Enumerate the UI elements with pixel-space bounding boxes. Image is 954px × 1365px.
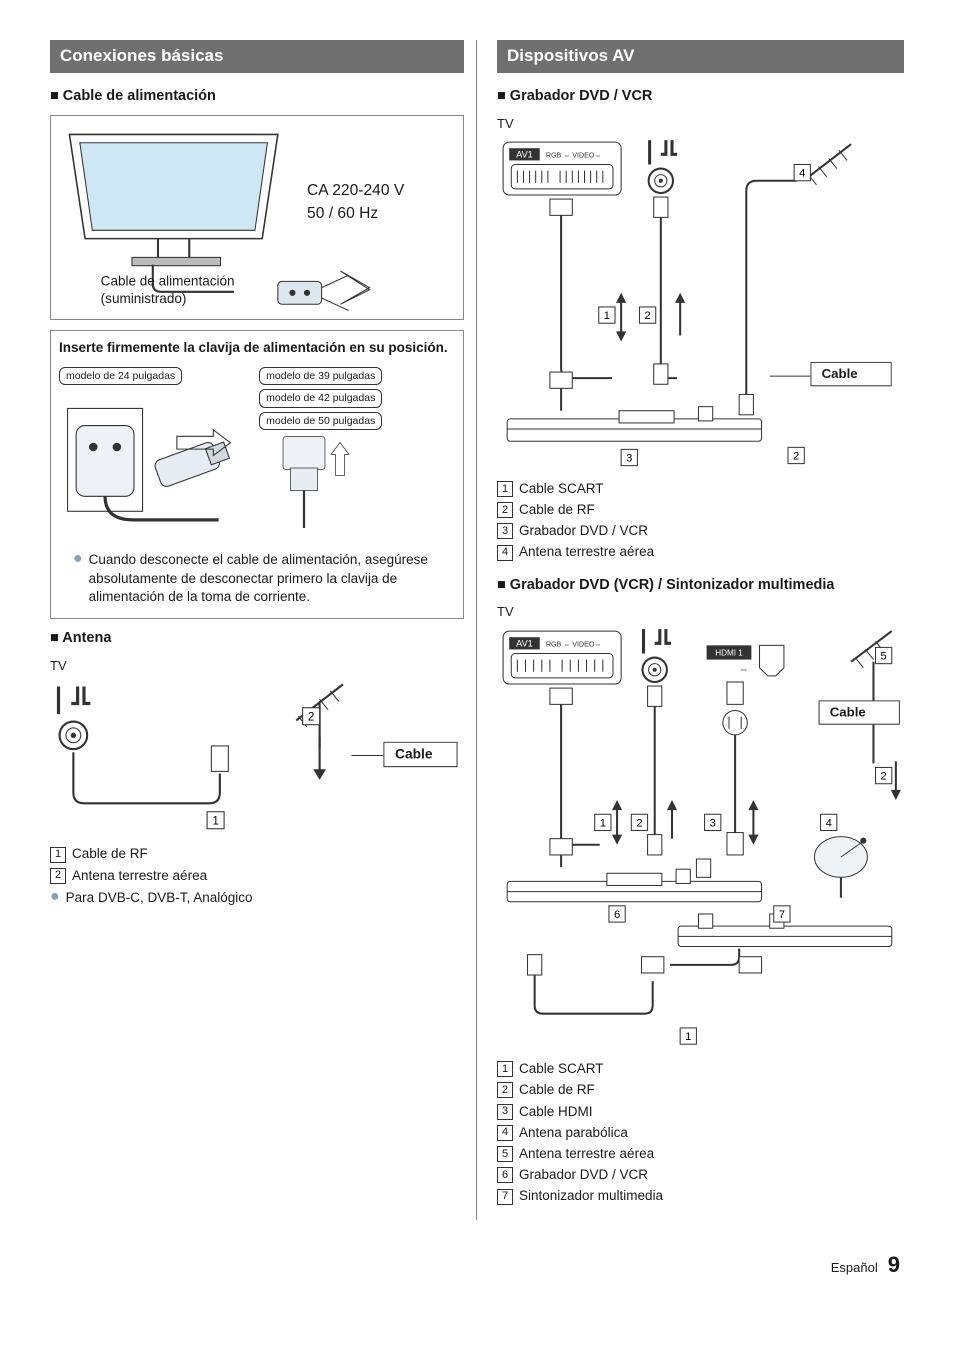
antena-tv-label: TV (50, 657, 464, 675)
dvd-vcr-diagram: AV1 RGB ⇔ VIDEO⇔ (497, 136, 904, 472)
svg-text:6: 6 (614, 909, 620, 921)
diagram-insert-plug: Inserte firmemente la clavija de aliment… (50, 330, 464, 619)
svg-text:2: 2 (881, 770, 887, 782)
insert-plug-title: Inserte firmemente la clavija de aliment… (59, 339, 455, 357)
legend-text: Grabador DVD / VCR (519, 522, 648, 540)
voltage-line1: CA 220-240 V (307, 181, 405, 198)
section-bar-conexiones: Conexiones básicas (50, 40, 464, 73)
svg-text:2: 2 (644, 310, 650, 322)
legend-text: Antena terrestre aérea (519, 543, 654, 561)
dvd-legend: 1 Cable SCART 2 Cable de RF 3 Grabador DVD … (497, 480, 904, 562)
bullet-icon: ● (50, 889, 60, 907)
legend-text: Cable SCART (519, 1060, 604, 1078)
svg-text:3: 3 (626, 453, 632, 465)
heading-dvd-vcr-stb: Grabador DVD (VCR) / Sintonizador multim… (497, 576, 904, 596)
legend-text: Sintonizador multimedia (519, 1187, 663, 1205)
cord-label-2: (suministrado) (101, 291, 187, 306)
num-box: 5 (497, 1146, 513, 1162)
svg-text:1: 1 (600, 817, 606, 829)
bullet-icon: ● (73, 551, 83, 606)
heading-dvd-vcr: Grabador DVD / VCR (497, 87, 904, 107)
svg-text:3: 3 (710, 817, 716, 829)
num-box: 2 (50, 868, 66, 884)
disconnect-note: ● Cuando desconecte el cable de alimenta… (73, 551, 455, 606)
num-box: 1 (50, 847, 66, 863)
num-box: 3 (497, 523, 513, 539)
antena-note: Para DVB-C, DVB-T, Analógico (66, 889, 253, 907)
page-footer: Español 9 (50, 1250, 904, 1280)
dvd-vcr-stb-diagram: AV1 RGB ⇔ VIDEO⇔ HDMI 1 ⇔ (497, 625, 904, 1052)
antena-legend: 1 Cable de RF 2 Antena terrestre aérea ● P… (50, 845, 464, 907)
plug-vertical-illustration (265, 432, 355, 537)
svg-text:1: 1 (604, 310, 610, 322)
model-tag-42: modelo de 42 pulgadas (259, 389, 382, 407)
heading-antena: Antena (50, 629, 464, 649)
svg-text:AV1: AV1 (516, 149, 533, 159)
svg-text:2: 2 (793, 451, 799, 463)
model-tag-24: modelo de 24 pulgadas (59, 367, 182, 385)
legend-text: Antena parabólica (519, 1124, 628, 1142)
num-box: 2 (497, 1082, 513, 1098)
model-tag-39: modelo de 39 pulgadas (259, 367, 382, 385)
legend-text: Cable HDMI (519, 1103, 593, 1121)
cord-label-1: Cable de alimentación (101, 273, 235, 288)
legend-text: Antena terrestre aérea (519, 1145, 654, 1163)
svg-text:HDMI 1: HDMI 1 (715, 648, 743, 657)
disconnect-note-text: Cuando desconecte el cable de alimentaci… (89, 551, 455, 606)
svg-text:AV1: AV1 (516, 638, 533, 648)
tv-power-illustration: CA 220-240 V 50 / 60 Hz Cable de aliment… (59, 124, 455, 312)
stb-cable-badge: Cable (819, 700, 900, 724)
legend-text: Cable de RF (519, 501, 595, 519)
num-box: 1 (497, 481, 513, 497)
svg-text:2: 2 (308, 711, 314, 724)
legend-text: Cable de RF (519, 1081, 595, 1099)
num-box: 6 (497, 1167, 513, 1183)
plug-horizontal-illustration (59, 387, 241, 537)
svg-text:RGB ⇔ VIDEO⇔: RGB ⇔ VIDEO⇔ (546, 640, 602, 648)
num-box: 2 (497, 502, 513, 518)
legend-text: Cable de RF (72, 845, 148, 863)
num-box: 1 (497, 1061, 513, 1077)
svg-text:4: 4 (799, 168, 805, 180)
stb-tv-label: TV (497, 603, 904, 621)
svg-text:1: 1 (212, 815, 218, 828)
legend-text: Antena terrestre aérea (72, 867, 207, 885)
svg-text:2: 2 (636, 817, 642, 829)
svg-text:4: 4 (826, 817, 832, 829)
footer-lang: Español (831, 1259, 878, 1277)
diagram-power-tv: CA 220-240 V 50 / 60 Hz Cable de aliment… (50, 115, 464, 321)
svg-text:1: 1 (685, 1031, 691, 1043)
svg-text:⇔: ⇔ (739, 664, 748, 674)
legend-text: Grabador DVD / VCR (519, 1166, 648, 1184)
stb-legend: 1 Cable SCART 2 Cable de RF 3 Cable HDMI 4A… (497, 1060, 904, 1206)
num-box: 4 (497, 1125, 513, 1141)
num-box: 3 (497, 1104, 513, 1120)
num-box: 4 (497, 545, 513, 561)
legend-text: Cable SCART (519, 480, 604, 498)
heading-power-cord: Cable de alimentación (50, 87, 464, 107)
dvd-tv-label: TV (497, 115, 904, 133)
num-box: 7 (497, 1189, 513, 1205)
antena-diagram: 1 2 Cable (50, 678, 464, 837)
section-bar-av: Dispositivos AV (497, 40, 904, 73)
dvd-cable-badge: Cable (810, 362, 891, 386)
antena-cable-badge: Cable (383, 742, 457, 767)
model-tag-50: modelo de 50 pulgadas (259, 412, 382, 430)
voltage-line2: 50 / 60 Hz (307, 204, 378, 221)
svg-text:RGB ⇔ VIDEO⇔: RGB ⇔ VIDEO⇔ (546, 151, 602, 159)
svg-text:7: 7 (779, 909, 785, 921)
svg-text:5: 5 (881, 650, 887, 662)
footer-page-number: 9 (888, 1250, 900, 1280)
